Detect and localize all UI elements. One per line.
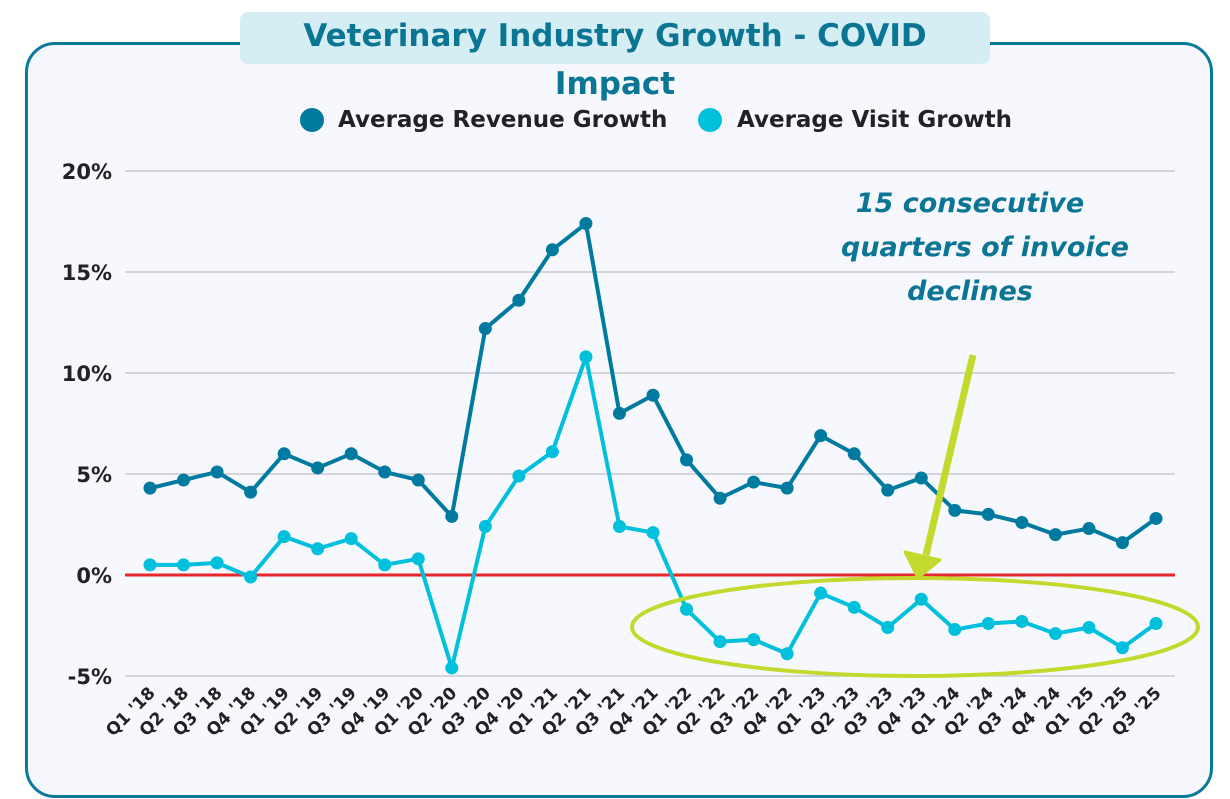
data-point-visits [981,616,995,630]
highlight-ellipse [630,576,1200,678]
data-point-revenue [1048,528,1062,542]
y-tick-label: 10% [62,362,112,386]
data-point-revenue [311,461,325,475]
data-point-revenue [646,388,660,402]
data-point-revenue [1015,515,1029,529]
legend-label-visits: Average Visit Growth [737,107,1012,133]
data-point-revenue [277,447,291,461]
data-point-visits [1015,614,1029,628]
data-point-visits [646,526,660,540]
data-point-visits [914,592,928,606]
data-point-visits [680,602,694,616]
data-point-revenue [680,453,694,467]
data-point-revenue [881,483,895,497]
data-point-revenue [1149,511,1163,525]
data-point-visits [814,586,828,600]
annotation-line-3: declines [907,276,1033,307]
data-point-visits [579,350,593,364]
data-point-revenue [814,429,828,443]
data-point-revenue [747,475,761,489]
legend-marker-revenue [300,108,324,132]
data-point-revenue [512,293,526,307]
data-point-revenue [780,481,794,495]
data-point-visits [780,647,794,661]
data-point-revenue [244,485,258,499]
data-point-revenue [445,509,459,523]
data-point-visits [478,520,492,534]
data-point-visits [143,558,157,572]
data-point-visits [545,445,559,459]
data-point-revenue [177,473,191,487]
legend-marker-visits [698,108,722,132]
data-point-visits [378,558,392,572]
y-tick-label: 5% [76,463,112,487]
data-point-revenue [713,491,727,505]
data-point-revenue [948,503,962,517]
data-point-visits [177,558,191,572]
data-point-visits [344,532,358,546]
y-tick-label: 20% [62,160,112,184]
data-point-visits [1082,621,1096,635]
data-point-revenue [579,217,593,231]
data-point-revenue [143,481,157,495]
annotation-line-2: quarters of invoice [841,232,1129,263]
annotation-arrow-shaft [922,354,977,556]
data-point-visits [411,552,425,566]
series-line-visits [150,354,1158,670]
data-point-revenue [1115,536,1129,550]
data-point-visits [210,556,224,570]
data-point-visits [244,570,258,584]
data-point-visits [512,469,526,483]
y-tick-label: 15% [62,261,112,285]
data-point-visits [881,621,895,635]
data-point-revenue [1082,522,1096,536]
data-point-visits [311,542,325,556]
data-point-revenue [914,471,928,485]
annotation-arrow-head-icon [903,550,942,580]
data-point-visits [1149,616,1163,630]
legend-label-revenue: Average Revenue Growth [338,107,667,133]
data-point-visits [1115,641,1129,655]
data-point-revenue [210,465,224,479]
y-tick-label: 0% [76,564,112,588]
data-point-revenue [478,322,492,336]
data-point-revenue [981,507,995,521]
data-point-visits [713,635,727,649]
data-point-revenue [411,473,425,487]
data-point-visits [747,633,761,647]
data-point-revenue [378,465,392,479]
data-point-revenue [612,406,626,420]
y-tick-label: -5% [68,665,112,689]
data-point-visits [948,623,962,637]
data-point-visits [445,661,459,675]
data-point-revenue [847,447,861,461]
data-point-visits [1048,627,1062,641]
data-point-revenue [545,243,559,257]
data-point-visits [277,530,291,544]
chart-title: Veterinary Industry Growth - COVID Impac… [240,12,990,102]
data-point-revenue [344,447,358,461]
data-point-visits [847,600,861,614]
annotation-line-1: 15 consecutive [856,188,1084,219]
data-point-visits [612,520,626,534]
